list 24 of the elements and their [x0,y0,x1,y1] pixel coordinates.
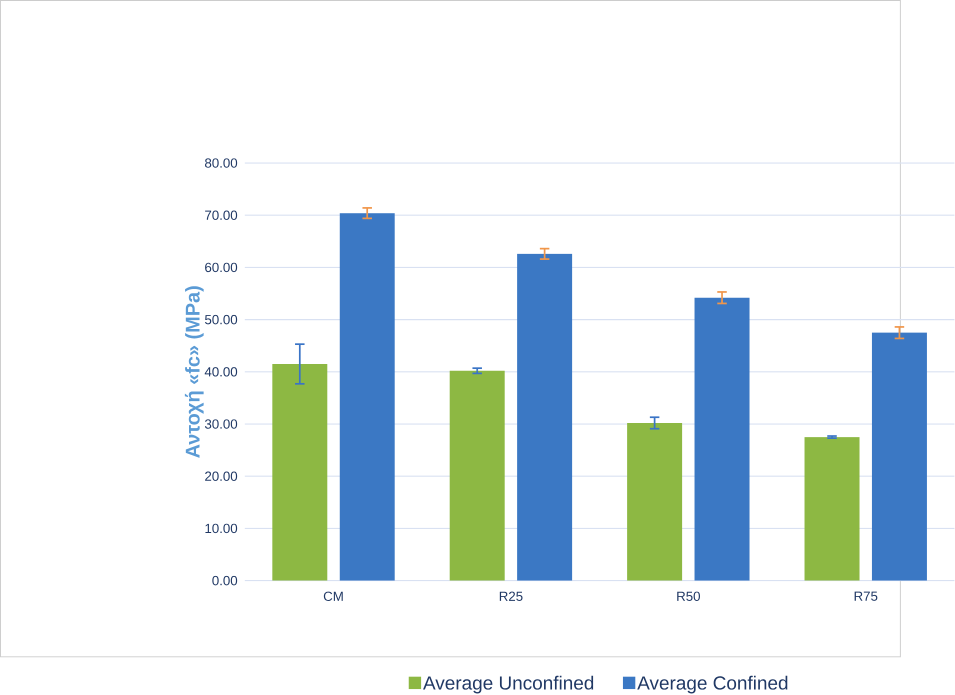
bar [872,332,927,581]
bar [627,423,682,581]
bar [340,213,395,581]
y-tick-label: 20.00 [205,472,238,482]
bar [517,254,572,581]
x-tick-label: R25 [500,592,523,602]
bar [804,437,860,581]
y-tick-label: 40.00 [204,367,238,377]
y-tick-label: 70.00 [205,210,238,220]
legend-label: Average Unconfined [423,676,594,694]
y-tick-label: 0.00 [212,576,238,586]
y-tick-label: 50.00 [204,315,238,324]
bar [272,364,328,581]
y-axis-title: Αντοχή «fc» (MPa) [184,286,204,458]
y-tick-label: 10.00 [205,524,238,534]
x-tick-label: R75 [854,592,878,601]
legend-label: Average Confined [637,676,788,694]
y-tick-label: 30.00 [204,419,238,429]
bar [694,298,750,581]
x-tick-label: CM [324,592,343,602]
bar [450,370,505,581]
y-tick-label: 60.00 [205,262,238,272]
x-tick-label: R50 [677,592,700,602]
y-tick-label: 80.00 [205,158,238,168]
